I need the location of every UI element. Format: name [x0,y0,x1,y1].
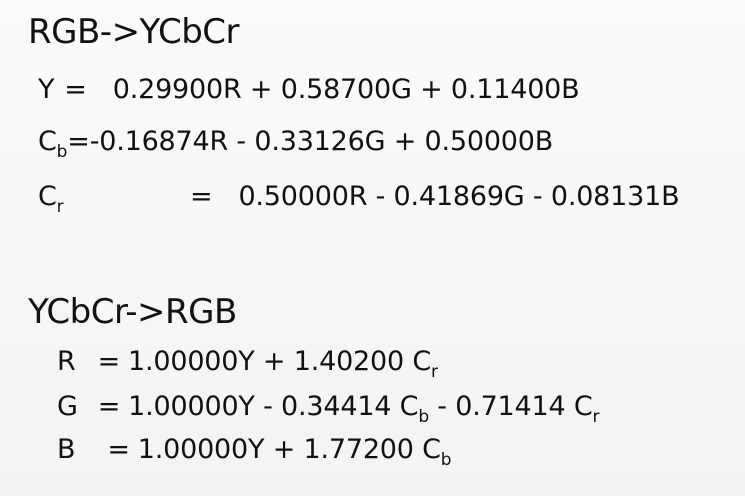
eq-g-term1-sub: b [418,407,429,427]
eq-cr-lhs: C [38,181,57,212]
heading-rgb-to-ycbcr: RGB->YCbCr [28,12,240,52]
eq-r-term1: 1.00000Y + 1.40200 C [128,346,432,377]
eq-g-equals: = [97,391,121,422]
eq-y-equals: = [64,74,87,105]
eq-g-term2-sub: r [592,407,600,427]
eq-r-equals: = [97,346,121,377]
eq-r-lhs: R [57,346,76,377]
eq-cr-equals: = [190,181,213,212]
eq-cb-equals: = [67,126,90,157]
equation-g: G = 1.00000Y - 0.34414 Cb - 0.71414 Cr [57,391,600,426]
eq-cb-lhs-sub: b [56,142,68,162]
equation-cr-right: = 0.50000R - 0.41869G - 0.08131B [190,181,680,212]
eq-b-equals: = [107,434,130,465]
eq-y-rhs: 0.29900R + 0.58700G + 0.11400B [112,74,580,105]
equation-r: R = 1.00000Y + 1.40200 Cr [57,346,438,381]
equation-y: Y = 0.29900R + 0.58700G + 0.11400B [38,74,580,105]
eq-b-term1-sub: b [440,450,452,470]
eq-y-lhs: Y [38,74,55,105]
eq-cb-lhs: C [38,126,57,157]
equation-b: B = 1.00000Y + 1.77200 Cb [57,434,452,469]
eq-r-term1-sub: r [431,362,438,382]
eq-g-term2: - 0.71414 C [428,391,593,422]
eq-cr-lhs-sub: r [56,197,64,217]
eq-b-term1: 1.00000Y + 1.77200 C [137,434,441,465]
heading-ycbcr-to-rgb: YCbCr->RGB [28,292,237,332]
eq-g-term1: 1.00000Y - 0.34414 C [128,391,419,422]
eq-cr-rhs: 0.50000R - 0.41869G - 0.08131B [238,181,680,212]
eq-b-lhs: B [57,434,76,465]
equation-cb: Cb=-0.16874R - 0.33126G + 0.50000B [38,126,554,161]
equation-cr: Cr [38,181,64,216]
eq-cb-rhs: -0.16874R - 0.33126G + 0.50000B [89,126,554,157]
eq-g-lhs: G [57,391,78,422]
